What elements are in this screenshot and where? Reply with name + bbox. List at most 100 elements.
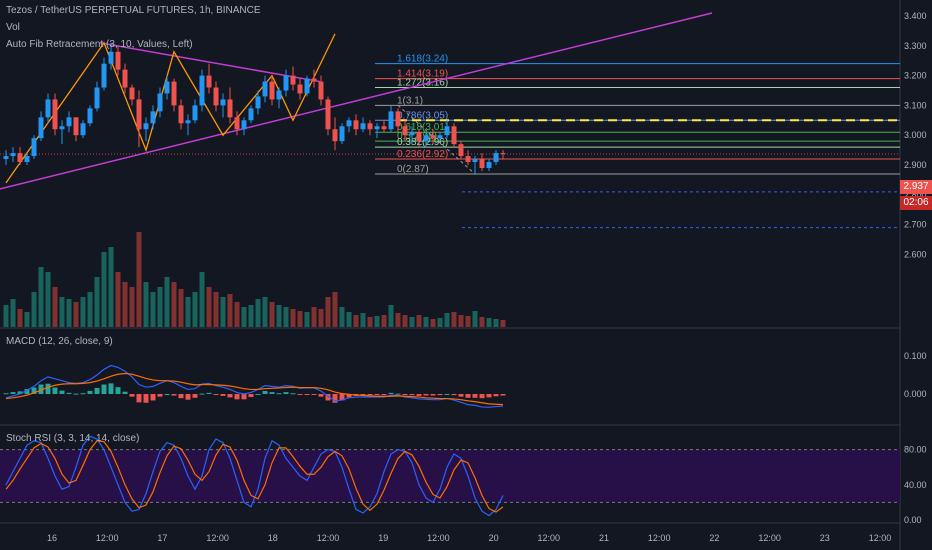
time-tick-label: 23: [820, 533, 830, 543]
candle-body: [255, 96, 261, 109]
volume-bar: [213, 292, 219, 327]
volume-bar: [241, 307, 247, 327]
time-tick-label: 12:00: [206, 533, 229, 543]
macd-histogram-bar: [248, 394, 254, 398]
volume-legend[interactable]: Vol: [6, 22, 20, 33]
macd-histogram-bar: [136, 394, 142, 403]
candle-body: [339, 126, 345, 142]
volume-bar: [38, 267, 44, 327]
candle-body: [472, 159, 478, 163]
price-tick-label: 3.000: [904, 130, 927, 140]
candle-body: [150, 111, 156, 124]
candle-body: [304, 78, 310, 94]
macd-histogram-bar: [45, 383, 51, 394]
price-tick-label: 3.100: [904, 100, 927, 110]
macd-histogram-bar: [73, 393, 79, 395]
macd-histogram-bar: [458, 394, 464, 397]
candle-body: [360, 123, 366, 130]
volume-bar: [325, 297, 331, 327]
candle-body: [10, 153, 16, 157]
macd-histogram-bar: [283, 392, 289, 394]
candle-body: [283, 75, 289, 91]
candle-body: [164, 81, 170, 94]
time-tick-label: 12:00: [869, 533, 892, 543]
volume-bar: [59, 297, 65, 327]
symbol-title[interactable]: Tezos / TetherUS PERPETUAL FUTURES, 1h, …: [6, 5, 261, 16]
volume-bar: [297, 311, 303, 327]
volume-bar: [3, 305, 9, 327]
volume-bar: [318, 309, 324, 327]
macd-histogram-bar: [24, 389, 30, 394]
candle-body: [353, 120, 359, 130]
macd-histogram-bar: [339, 394, 345, 401]
volume-bar: [367, 317, 373, 327]
macd-histogram-bar: [367, 394, 373, 396]
candle-body: [3, 156, 9, 160]
volume-bar: [311, 307, 317, 327]
candle-body: [444, 126, 450, 136]
candle-body: [276, 90, 282, 100]
macd-histogram-bar: [213, 394, 219, 395]
candle-body: [185, 120, 191, 124]
candle-body: [423, 135, 429, 142]
macd-histogram-bar: [192, 394, 198, 398]
candle-body: [171, 81, 177, 106]
fib-level-label: 0.786(3.05): [397, 110, 448, 121]
candle-body: [108, 51, 114, 64]
candle-body: [129, 87, 135, 100]
candle-body: [143, 123, 149, 130]
stoch-rsi-legend[interactable]: Stoch RSI (3, 3, 14, 14, close): [6, 433, 140, 444]
volume-bar: [94, 277, 100, 327]
volume-bar: [10, 299, 16, 327]
signal-line: [5, 372, 504, 406]
volume-bar: [87, 292, 93, 327]
volume-bar: [423, 317, 429, 327]
macd-histogram-bar: [150, 394, 156, 401]
volume-bar: [136, 232, 142, 327]
time-tick-label: 12:00: [758, 533, 781, 543]
time-tick-label: 12:00: [96, 533, 119, 543]
candle-body: [332, 129, 338, 142]
price-tick-label: 3.300: [904, 41, 927, 51]
macd-legend[interactable]: MACD (12, 26, close, 9): [6, 336, 113, 347]
stoch-k-line: [5, 435, 504, 517]
candle-body: [395, 111, 401, 127]
candle-body: [374, 126, 380, 130]
macd-histogram-bar: [241, 394, 247, 400]
volume-bar: [458, 315, 464, 327]
volume-bar: [444, 313, 450, 327]
candle-body: [52, 99, 58, 130]
fib-level-label: 0.618(3.01): [397, 122, 448, 133]
volume-bar: [346, 312, 352, 327]
candle-body: [66, 117, 72, 127]
macd-histogram-bar: [52, 387, 58, 394]
volume-bar: [500, 320, 506, 327]
macd-histogram-bar: [276, 393, 282, 395]
macd-histogram-bar: [395, 393, 401, 395]
volume-bar: [395, 313, 401, 327]
volume-bar: [143, 282, 149, 327]
macd-histogram-bar: [290, 393, 296, 395]
volume-bar: [451, 312, 457, 327]
fib-legend[interactable]: Auto Fib Retracement (3, 10, Values, Lef…: [6, 39, 193, 50]
macd-histogram-bar: [31, 387, 37, 394]
volume-bar: [353, 315, 359, 327]
macd-histogram-bar: [332, 394, 338, 403]
candle-body: [325, 99, 331, 130]
candle-body: [227, 99, 233, 118]
last-price-tag: 2.937: [900, 180, 932, 194]
candle-body: [206, 75, 212, 88]
macd-histogram-bar: [38, 384, 44, 394]
candle-body: [248, 108, 254, 121]
stoch-rsi-band: [0, 449, 900, 503]
volume-bar: [157, 287, 163, 327]
macd-tick-label: 0.000: [904, 389, 927, 399]
candle-body: [115, 51, 121, 70]
fib-level-label: 0.236(2.92): [397, 149, 448, 160]
volume-bar: [150, 292, 156, 327]
macd-histogram-bar: [318, 394, 324, 397]
macd-histogram-bar: [206, 392, 212, 394]
macd-histogram-bar: [59, 390, 65, 394]
macd-histogram-bar: [374, 394, 380, 395]
